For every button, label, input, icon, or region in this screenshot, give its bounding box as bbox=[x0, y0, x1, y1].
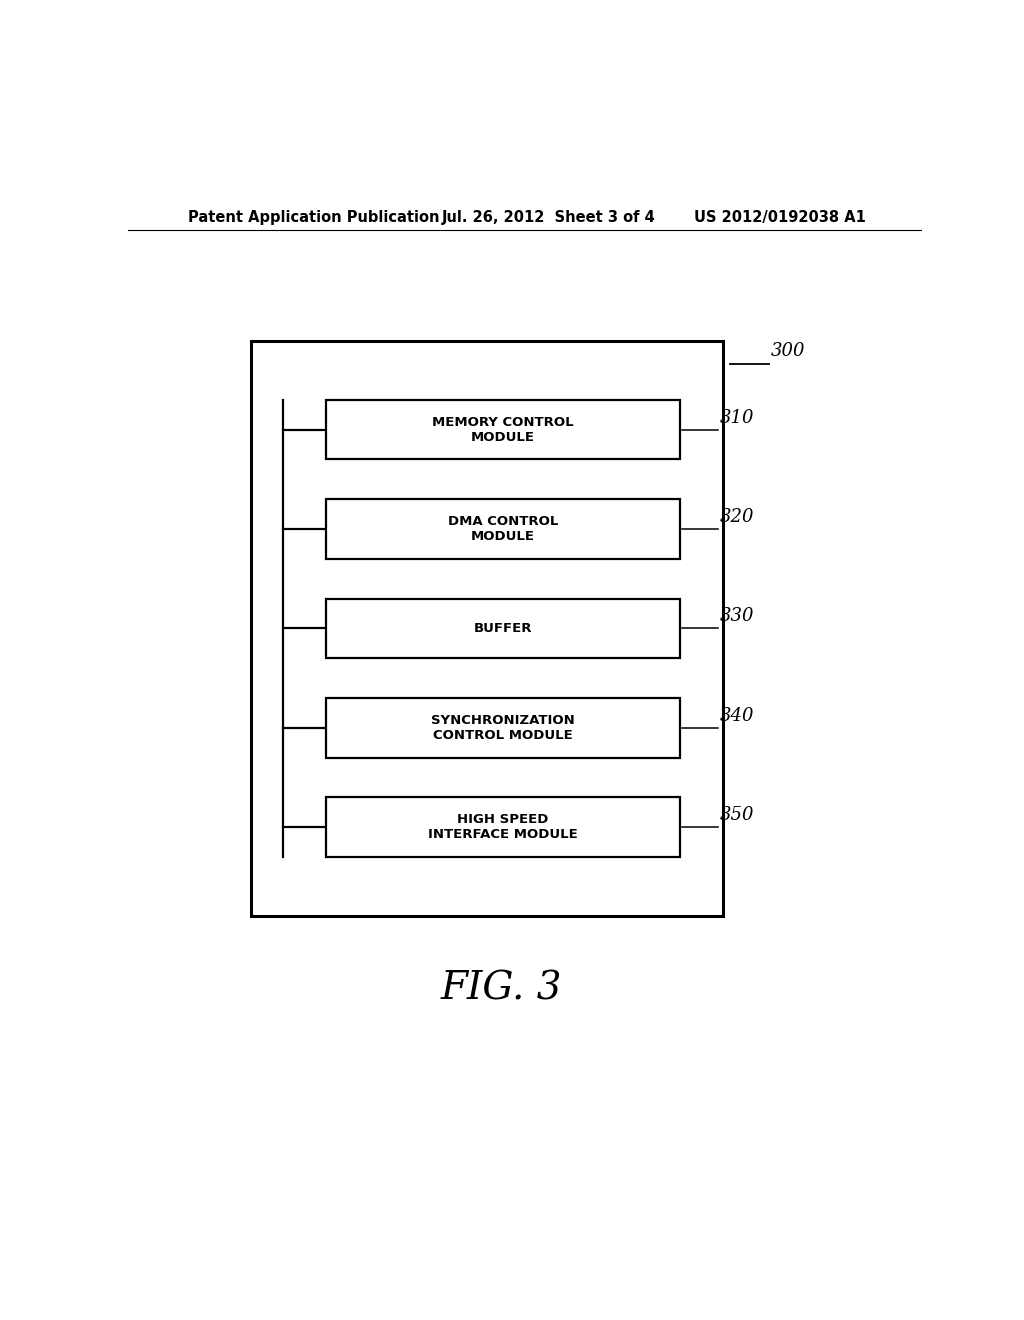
Bar bbox=[327, 698, 680, 758]
Bar bbox=[251, 342, 723, 916]
Text: SYNCHRONIZATION
CONTROL MODULE: SYNCHRONIZATION CONTROL MODULE bbox=[431, 714, 574, 742]
Bar bbox=[327, 599, 680, 659]
Text: FIG. 3: FIG. 3 bbox=[440, 970, 562, 1007]
Bar bbox=[327, 797, 680, 857]
Text: HIGH SPEED
INTERFACE MODULE: HIGH SPEED INTERFACE MODULE bbox=[428, 813, 578, 841]
Text: 320: 320 bbox=[720, 508, 755, 527]
Text: Jul. 26, 2012  Sheet 3 of 4: Jul. 26, 2012 Sheet 3 of 4 bbox=[441, 210, 655, 226]
Text: 330: 330 bbox=[720, 607, 755, 626]
Bar bbox=[327, 499, 680, 558]
Text: US 2012/0192038 A1: US 2012/0192038 A1 bbox=[694, 210, 866, 226]
Text: 350: 350 bbox=[720, 807, 755, 824]
Text: 340: 340 bbox=[720, 706, 755, 725]
Bar bbox=[327, 400, 680, 459]
Text: MEMORY CONTROL
MODULE: MEMORY CONTROL MODULE bbox=[432, 416, 573, 444]
Text: DMA CONTROL
MODULE: DMA CONTROL MODULE bbox=[447, 515, 558, 543]
Text: BUFFER: BUFFER bbox=[474, 622, 532, 635]
Text: 310: 310 bbox=[720, 409, 755, 426]
Text: 300: 300 bbox=[771, 342, 805, 359]
Text: Patent Application Publication: Patent Application Publication bbox=[187, 210, 439, 226]
